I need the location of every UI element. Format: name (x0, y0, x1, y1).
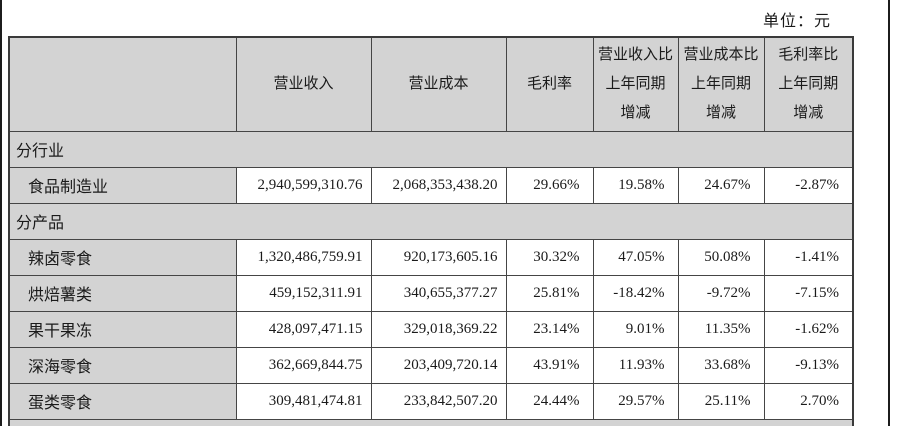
cell-value: 30.32% (505, 238, 594, 276)
cell-value: 23.14% (505, 310, 594, 348)
cell-value: 24.67% (677, 166, 765, 204)
cell-value: -1.41% (763, 238, 854, 276)
section-label: 分地区 (8, 418, 854, 426)
cell-value: 2.70% (763, 382, 854, 420)
table-row: 辣卤零食 1,320,486,759.91 920,173,605.16 30.32%… (8, 238, 854, 276)
section-label: 分产品 (8, 202, 854, 240)
segment-financial-table: 营业收入 营业成本 毛利率 营业收入比 上年同期 增减 营业成本比 上年同期 增… (8, 36, 854, 426)
cell-value: 25.11% (677, 382, 765, 420)
table-row: 烘焙薯类 459,152,311.91 340,655,377.27 25.81% -1… (8, 274, 854, 312)
cell-value: 24.44% (505, 382, 594, 420)
cell-value: 2,940,599,310.76 (235, 166, 372, 204)
cell-value: 43.91% (505, 346, 594, 384)
section-row: 分产品 (8, 202, 854, 240)
header-row: 营业收入 营业成本 毛利率 营业收入比 上年同期 增减 营业成本比 上年同期 增… (8, 36, 854, 132)
header-revenue-yoy: 营业收入比 上年同期 增减 (592, 36, 679, 132)
cell-value: 50.08% (677, 238, 765, 276)
cell-value: -7.15% (763, 274, 854, 312)
cell-value: 459,152,311.91 (235, 274, 372, 312)
cell-value: 29.57% (592, 382, 679, 420)
cell-value: 19.58% (592, 166, 679, 204)
table-row: 果干果冻 428,097,471.15 329,018,369.22 23.14% 9.… (8, 310, 854, 348)
table-row: 食品制造业 2,940,599,310.76 2,068,353,438.20 29.… (8, 166, 854, 204)
cell-value: -9.72% (677, 274, 765, 312)
header-cost: 营业成本 (370, 36, 507, 132)
table-row: 深海零食 362,669,844.75 203,409,720.14 43.91% 11… (8, 346, 854, 384)
cell-value: 329,018,369.22 (370, 310, 507, 348)
row-label: 烘焙薯类 (8, 274, 237, 312)
cell-value: -18.42% (592, 274, 679, 312)
row-label: 果干果冻 (8, 310, 237, 348)
header-margin-yoy: 毛利率比 上年同期 增减 (763, 36, 854, 132)
header-cost-yoy: 营业成本比 上年同期 增减 (677, 36, 765, 132)
cell-value: 203,409,720.14 (370, 346, 507, 384)
cell-value: 309,481,474.81 (235, 382, 372, 420)
cell-value: 428,097,471.15 (235, 310, 372, 348)
section-label: 分行业 (8, 130, 854, 168)
cell-value: -1.62% (763, 310, 854, 348)
row-label: 深海零食 (8, 346, 237, 384)
page-right-border (888, 0, 890, 426)
cell-value: 2,068,353,438.20 (370, 166, 507, 204)
cell-value: 233,842,507.20 (370, 382, 507, 420)
section-row: 分地区 (8, 418, 854, 426)
cell-value: 920,173,605.16 (370, 238, 507, 276)
cell-value: 29.66% (505, 166, 594, 204)
row-label: 辣卤零食 (8, 238, 237, 276)
header-category (8, 36, 237, 132)
header-revenue: 营业收入 (235, 36, 372, 132)
cell-value: 1,320,486,759.91 (235, 238, 372, 276)
page-left-border (0, 0, 2, 426)
cell-value: 25.81% (505, 274, 594, 312)
header-gross-margin: 毛利率 (505, 36, 594, 132)
cell-value: 47.05% (592, 238, 679, 276)
cell-value: 33.68% (677, 346, 765, 384)
row-label: 食品制造业 (8, 166, 237, 204)
cell-value: 362,669,844.75 (235, 346, 372, 384)
table-row: 蛋类零食 309,481,474.81 233,842,507.20 24.44% 29… (8, 382, 854, 420)
cell-value: -9.13% (763, 346, 854, 384)
unit-label: 单位：元 (763, 13, 832, 30)
section-row: 分行业 (8, 130, 854, 168)
cell-value: 9.01% (592, 310, 679, 348)
cell-value: 11.93% (592, 346, 679, 384)
cell-value: 11.35% (677, 310, 765, 348)
table-body: 分行业 食品制造业 2,940,599,310.76 2,068,353,438.20… (8, 130, 854, 426)
cell-value: -2.87% (763, 166, 854, 204)
row-label: 蛋类零食 (8, 382, 237, 420)
cell-value: 340,655,377.27 (370, 274, 507, 312)
